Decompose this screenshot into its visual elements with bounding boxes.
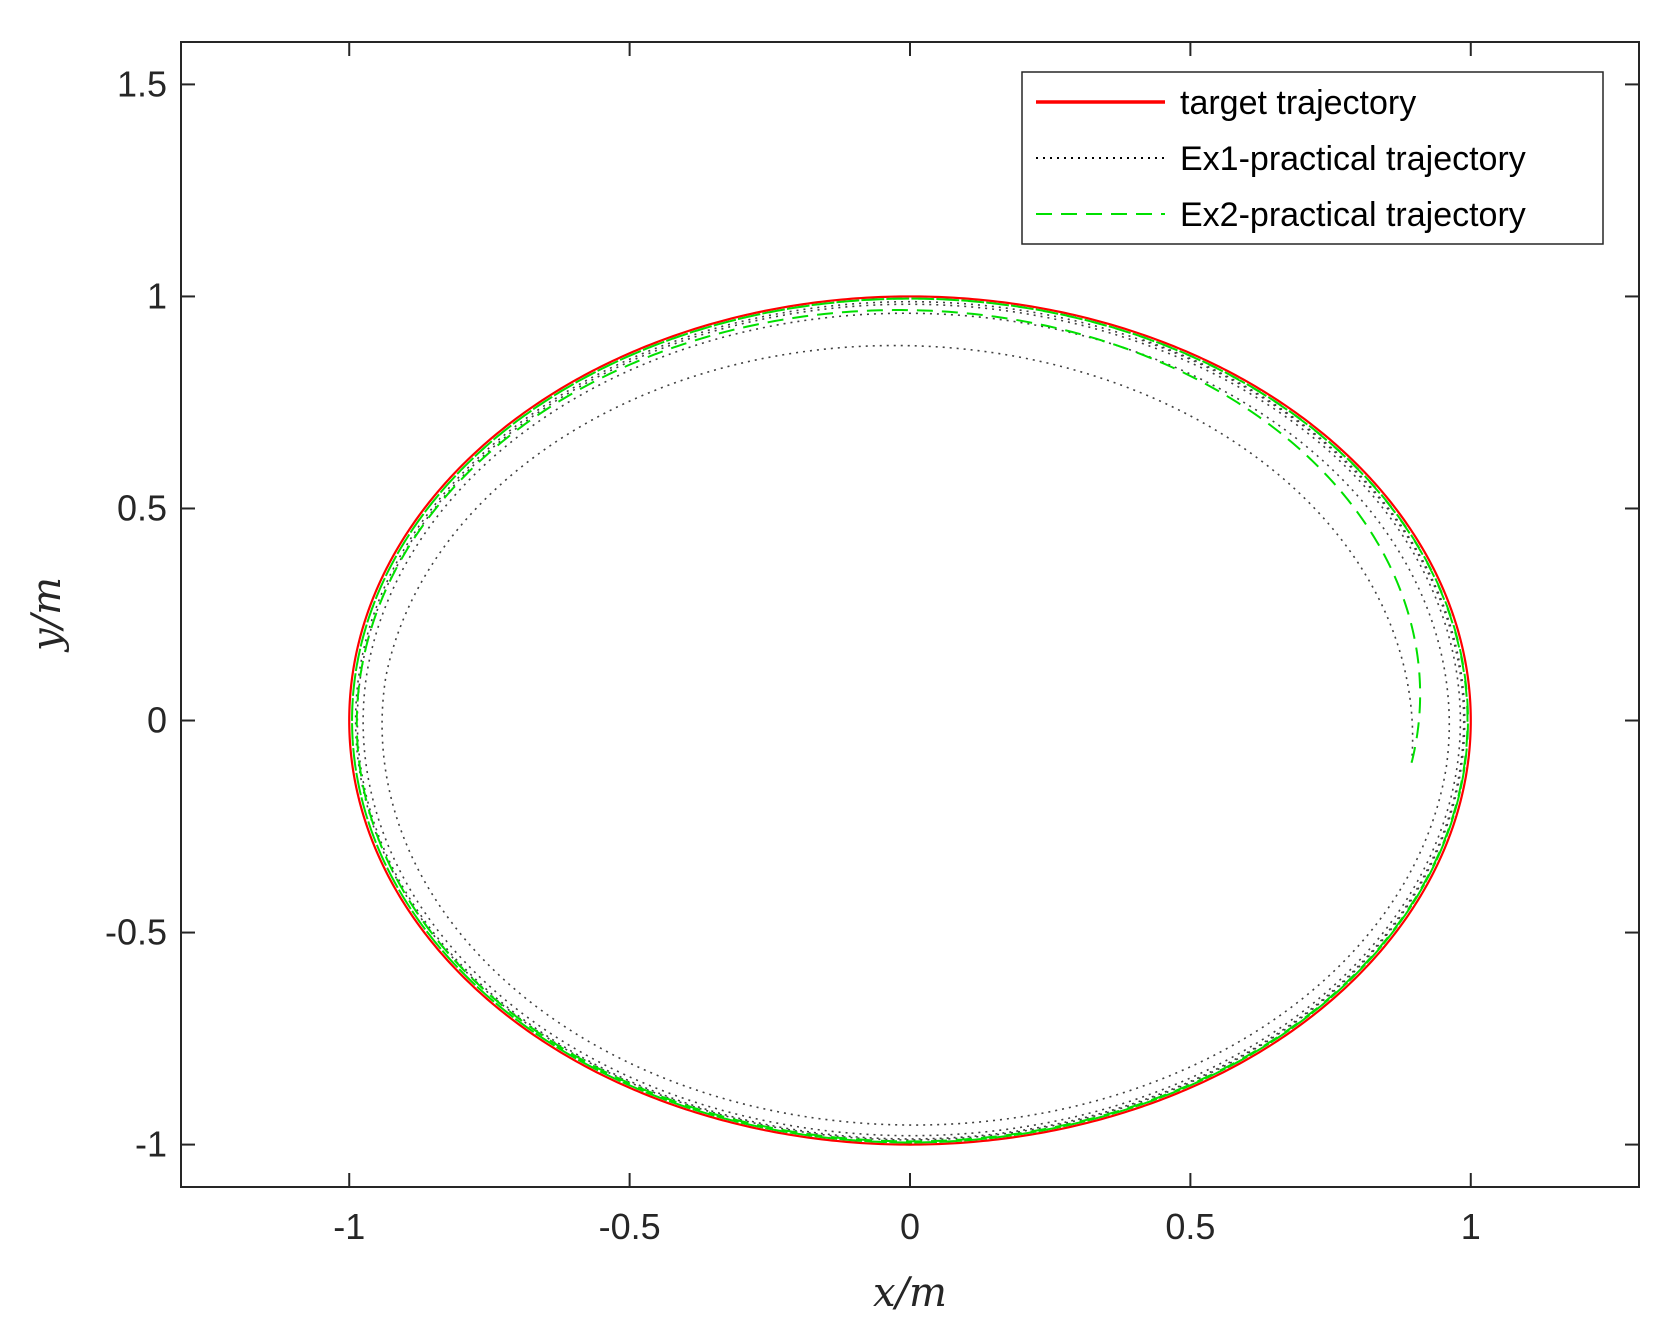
x-tick-label: 1 [1461,1206,1481,1247]
series-target-line [348,295,1472,1146]
x-tick-label: -0.5 [599,1206,661,1247]
y-tick-label: -1 [135,1124,167,1165]
y-tick-label: -0.5 [105,912,167,953]
series-layer [348,295,1472,1146]
y-tick-label: 1 [147,275,167,316]
y-tick-label: 1.5 [117,63,167,104]
y-tick-label: 0.5 [117,487,167,528]
series-ex2-line [351,297,1469,1144]
legend-label-ex1: Ex1-practical trajectory [1180,140,1526,178]
legend-label-target: target trajectory [1180,84,1416,122]
x-axis-label: x/m [873,1270,947,1316]
x-tick-label: 0 [900,1206,920,1247]
x-tick-label: -1 [333,1206,365,1247]
y-axis-label: y/m [24,577,70,653]
y-tick-label: 0 [147,700,167,741]
ticks-layer: -1 -0.5 0 0.5 1 -1 -0.5 0 0.5 1 1.5 [105,42,1639,1247]
series-ex1-line [354,300,1466,1141]
x-tick-label: 0.5 [1165,1206,1215,1247]
legend: target trajectory Ex1-practical trajecto… [1021,71,1604,245]
legend-label-ex2: Ex2-practical trajectory [1180,196,1526,234]
